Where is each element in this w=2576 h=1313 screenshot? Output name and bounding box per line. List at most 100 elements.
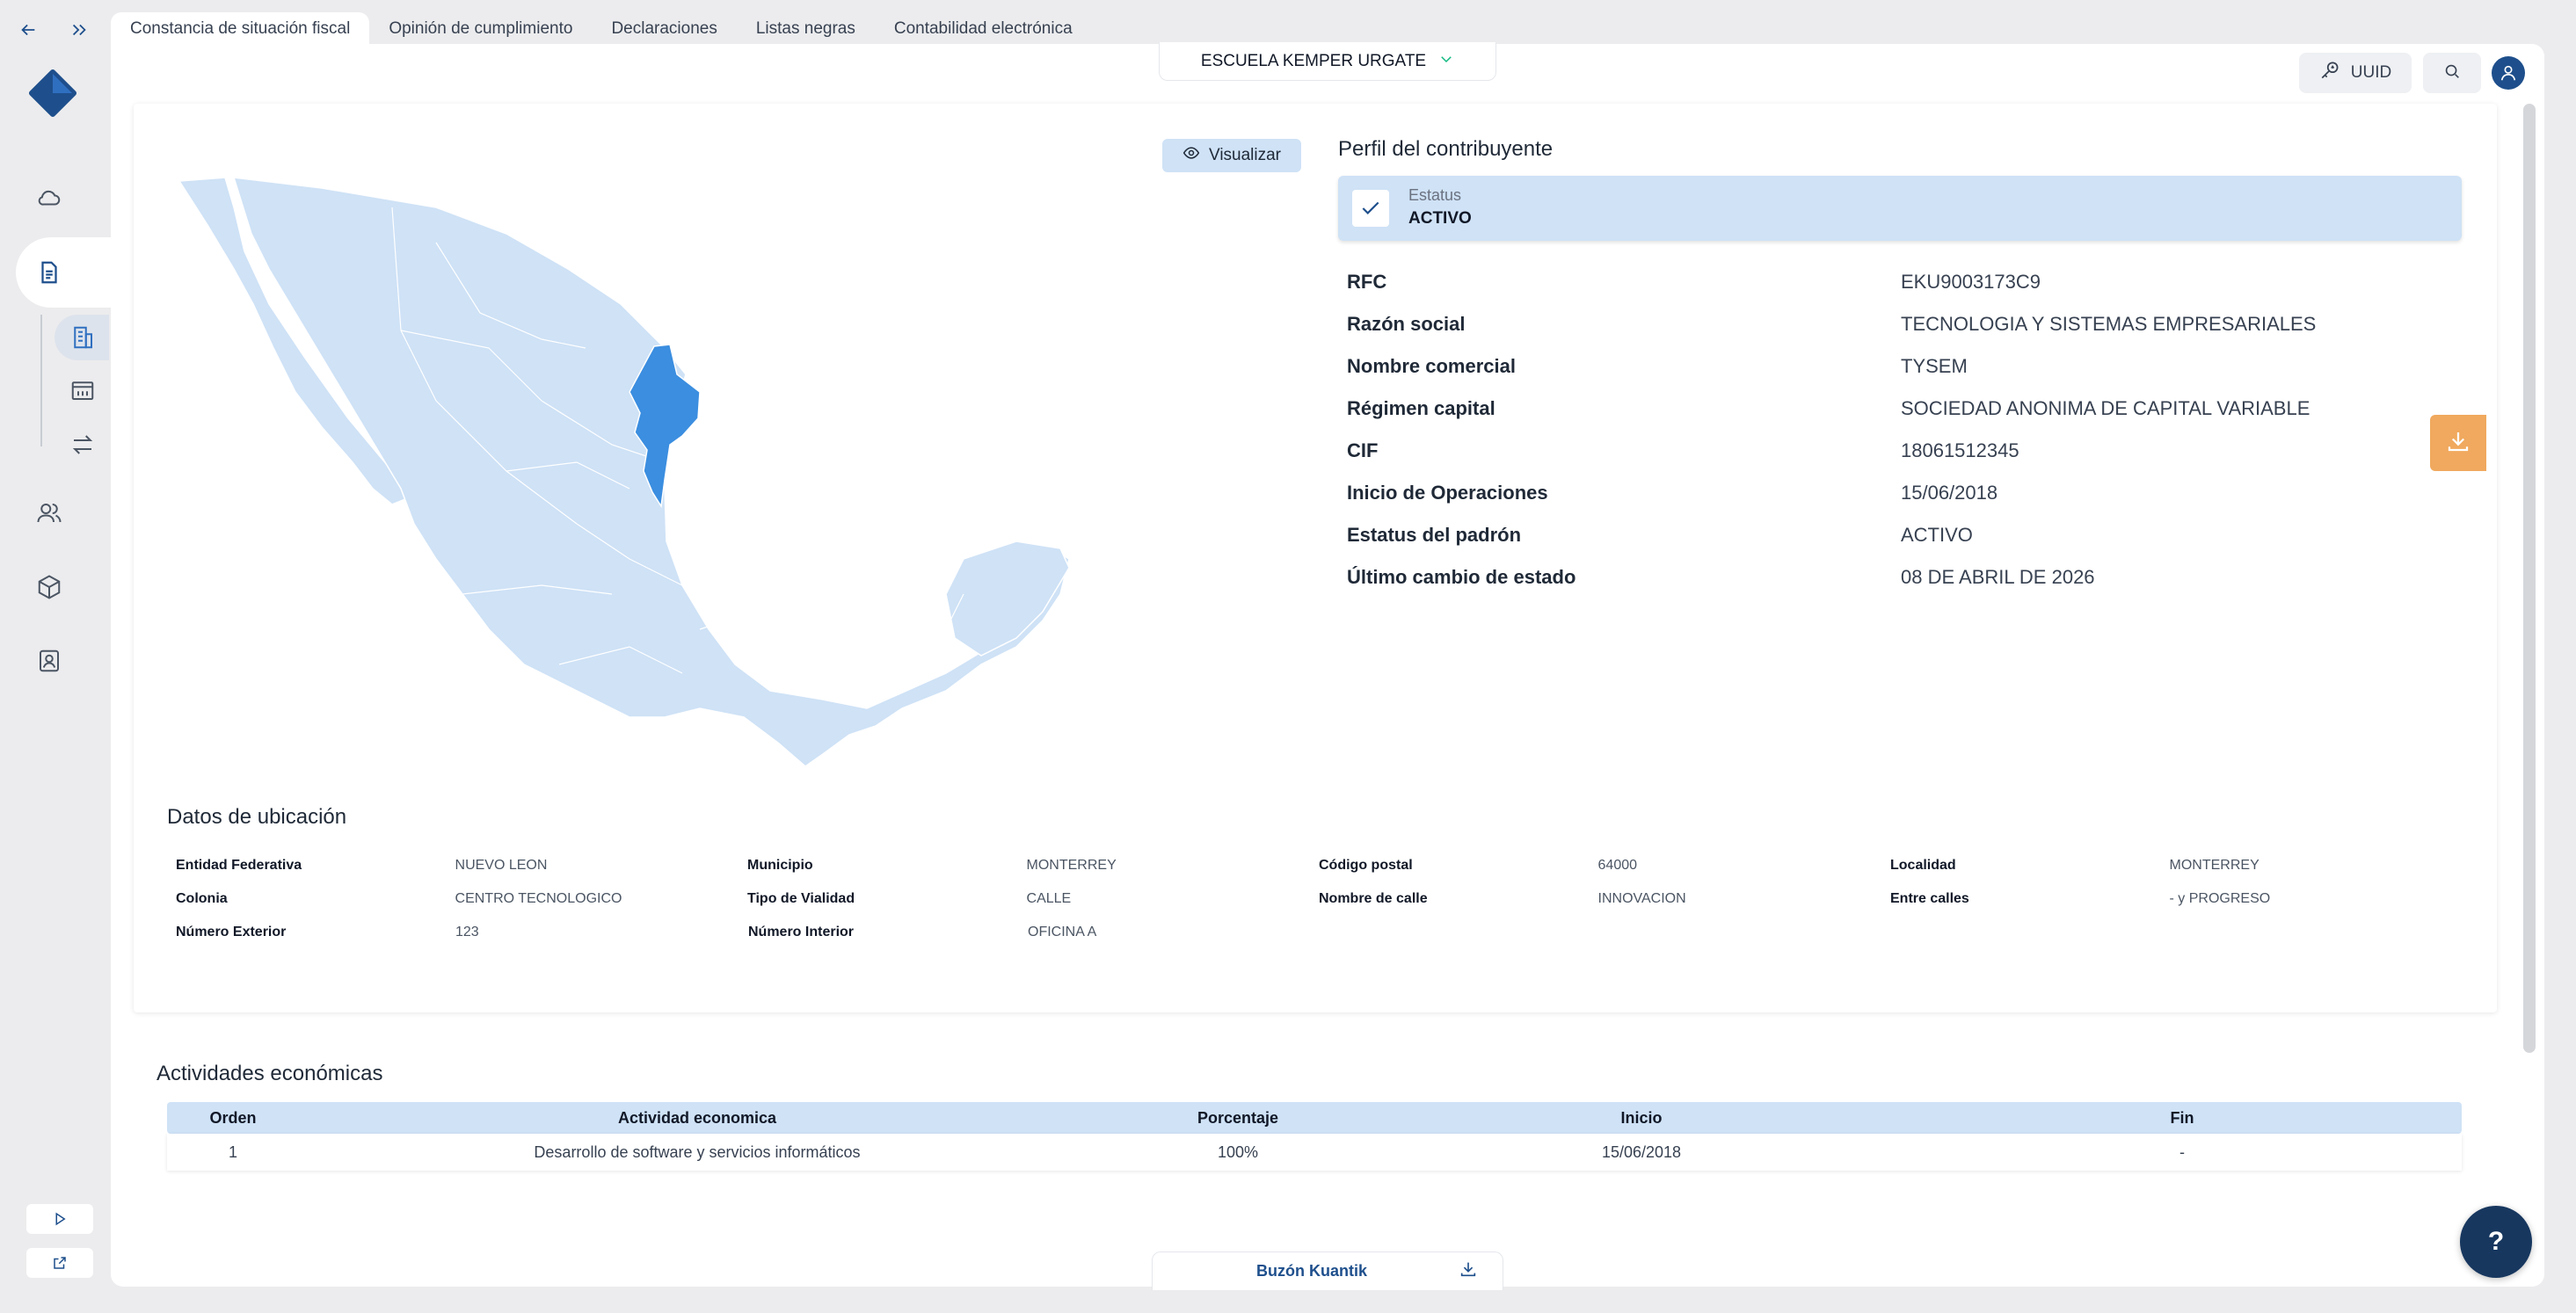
uuid-label: UUID (2350, 63, 2392, 82)
ubicacion-title: Datos de ubicación (167, 805, 347, 829)
table-header: Orden Actividad economica Porcentaje Ini… (167, 1102, 2462, 1134)
profile-value: TYSEM (1901, 355, 1968, 377)
profile-row: CIF 18061512345 (1347, 439, 2446, 482)
tab-opinion[interactable]: Opinión de cumplimiento (389, 19, 573, 38)
contact-card-icon[interactable] (32, 643, 67, 678)
profile-value: SOCIEDAD ANONIMA DE CAPITAL VARIABLE (1901, 397, 2310, 419)
profile-key: Estatus del padrón (1347, 524, 1522, 546)
table-cell: 15/06/2018 (1601, 1143, 1682, 1161)
expand-chevrons-icon[interactable] (67, 18, 91, 42)
tab-constancia[interactable]: Constancia de situación fiscal (111, 12, 370, 46)
ubicacion-value: MONTERREY (2169, 858, 2259, 873)
table-cell: - (2179, 1143, 2185, 1161)
document-icon[interactable] (32, 255, 67, 290)
profile-value: 18061512345 (1901, 439, 2019, 461)
profile-key: Nombre comercial (1347, 355, 1516, 377)
tab-bar: Constancia de situación fiscal Opinión d… (111, 12, 1092, 46)
ubicacion-key: Entidad Federativa (176, 858, 302, 873)
ubicacion-value: CENTRO TECNOLOGICO (455, 891, 622, 906)
transfer-arrows-icon[interactable] (65, 427, 100, 462)
profile-row: Régimen capital SOCIEDAD ANONIMA DE CAPIT… (1347, 397, 2446, 439)
ubicacion-value: INNOVACION (1597, 891, 1686, 906)
mexico-map (178, 177, 1069, 766)
download-icon (1459, 1259, 1478, 1283)
ubicacion-key: Tipo de Vialidad (747, 891, 855, 906)
actividades-table: Orden Actividad economica Porcentaje Ini… (167, 1102, 2462, 1171)
buzon-label: Buzón Kuantik (1256, 1262, 1367, 1280)
eye-icon (1182, 144, 1200, 167)
users-icon[interactable] (32, 496, 67, 531)
company-name: ESCUELA KEMPER URGATE (1200, 51, 1427, 70)
profile-title: Perfil del contribuyente (1338, 137, 1554, 161)
search-icon (2442, 62, 2462, 85)
map-region-nuevo-leon (629, 344, 701, 509)
submenu-active-background (55, 315, 109, 360)
company-selector[interactable]: ESCUELA KEMPER URGATE (1159, 42, 1496, 81)
ubicacion-row: Colonia CENTRO TECNOLOGICO Tipo de Viali… (176, 891, 2462, 925)
ubicacion-grid: Entidad Federativa NUEVO LEON Municipio … (176, 858, 2462, 958)
profile-value: 08 DE ABRIL DE 2026 (1901, 566, 2095, 588)
visualizar-button[interactable]: Visualizar (1162, 139, 1301, 172)
profile-row: RFC EKU9003173C9 (1347, 271, 2446, 313)
column-header: Inicio (1620, 1108, 1663, 1127)
ubicacion-value: CALLE (1026, 891, 1072, 906)
profile-row: Nombre comercial TYSEM (1347, 355, 2446, 397)
profile-value: ACTIVO (1901, 524, 1973, 546)
calendar-folder-icon[interactable] (65, 373, 100, 408)
profile-value: 15/06/2018 (1901, 482, 1998, 504)
key-search-icon (2319, 59, 2342, 87)
external-link-button[interactable] (26, 1248, 93, 1278)
building-icon[interactable] (65, 320, 100, 355)
scrollbar[interactable] (2523, 104, 2536, 1053)
search-button[interactable] (2423, 53, 2481, 93)
profile-row: Inicio de Operaciones 15/06/2018 (1347, 482, 2446, 524)
ubicacion-value: OFICINA A (1028, 925, 1097, 939)
ubicacion-key: Localidad (1890, 858, 1956, 873)
actividades-title: Actividades económicas (156, 1062, 383, 1085)
profile-key: CIF (1347, 439, 1379, 461)
user-avatar[interactable] (2492, 56, 2525, 90)
table-cell: 100% (1217, 1143, 1259, 1161)
profile-key: Último cambio de estado (1347, 566, 1576, 588)
buzon-kuantik-button[interactable]: Buzón Kuantik (1152, 1251, 1503, 1290)
uuid-button[interactable]: UUID (2299, 53, 2412, 93)
profile-value: EKU9003173C9 (1901, 271, 2041, 293)
column-header: Fin (2170, 1108, 2194, 1127)
table-cell: 1 (228, 1143, 237, 1161)
back-arrow-icon[interactable] (16, 18, 40, 42)
table-cell: Desarrollo de software y servicios infor… (534, 1143, 861, 1161)
profile-row: Razón social TECNOLOGIA Y SISTEMAS EMPRES… (1347, 313, 2446, 355)
download-button[interactable] (2430, 415, 2486, 471)
ubicacion-key: Número Interior (748, 925, 855, 939)
tab-declaraciones[interactable]: Declaraciones (611, 19, 717, 38)
map-region-yucatan (945, 540, 1069, 656)
cloud-icon[interactable] (32, 180, 67, 215)
profile-key: Inicio de Operaciones (1347, 482, 1548, 504)
table-row: 1 Desarrollo de software y servicios inf… (167, 1134, 2462, 1171)
visualizar-label: Visualizar (1208, 146, 1282, 164)
ubicacion-value: - y PROGRESO (2169, 891, 2271, 906)
ubicacion-key: Código postal (1319, 858, 1413, 873)
status-label: Estatus (1408, 186, 1462, 204)
column-header: Orden (209, 1108, 257, 1127)
play-button[interactable] (26, 1204, 93, 1234)
ubicacion-key: Número Exterior (176, 925, 287, 939)
ubicacion-row: Entidad Federativa NUEVO LEON Municipio … (176, 858, 2462, 891)
box-icon[interactable] (32, 569, 67, 605)
profile-value: TECNOLOGIA Y SISTEMAS EMPRESARIALES (1901, 313, 2317, 335)
ubicacion-value: 64000 (1597, 858, 1638, 873)
ubicacion-key: Entre calles (1890, 891, 1969, 906)
ubicacion-value: MONTERREY (1026, 858, 1117, 873)
download-icon (2445, 428, 2471, 459)
tab-listas-negras[interactable]: Listas negras (755, 19, 855, 38)
ubicacion-key: Municipio (747, 858, 813, 873)
app-logo (26, 67, 79, 120)
help-button[interactable]: ? (2460, 1206, 2532, 1278)
chevron-down-icon (1438, 51, 1454, 72)
ubicacion-value: 123 (455, 925, 479, 939)
profile-key: Razón social (1347, 313, 1466, 335)
tab-contabilidad[interactable]: Contabilidad electrónica (893, 19, 1073, 38)
rail-active-background (16, 237, 113, 308)
check-icon (1352, 190, 1389, 227)
status-box: Estatus ACTIVO (1338, 176, 2462, 241)
